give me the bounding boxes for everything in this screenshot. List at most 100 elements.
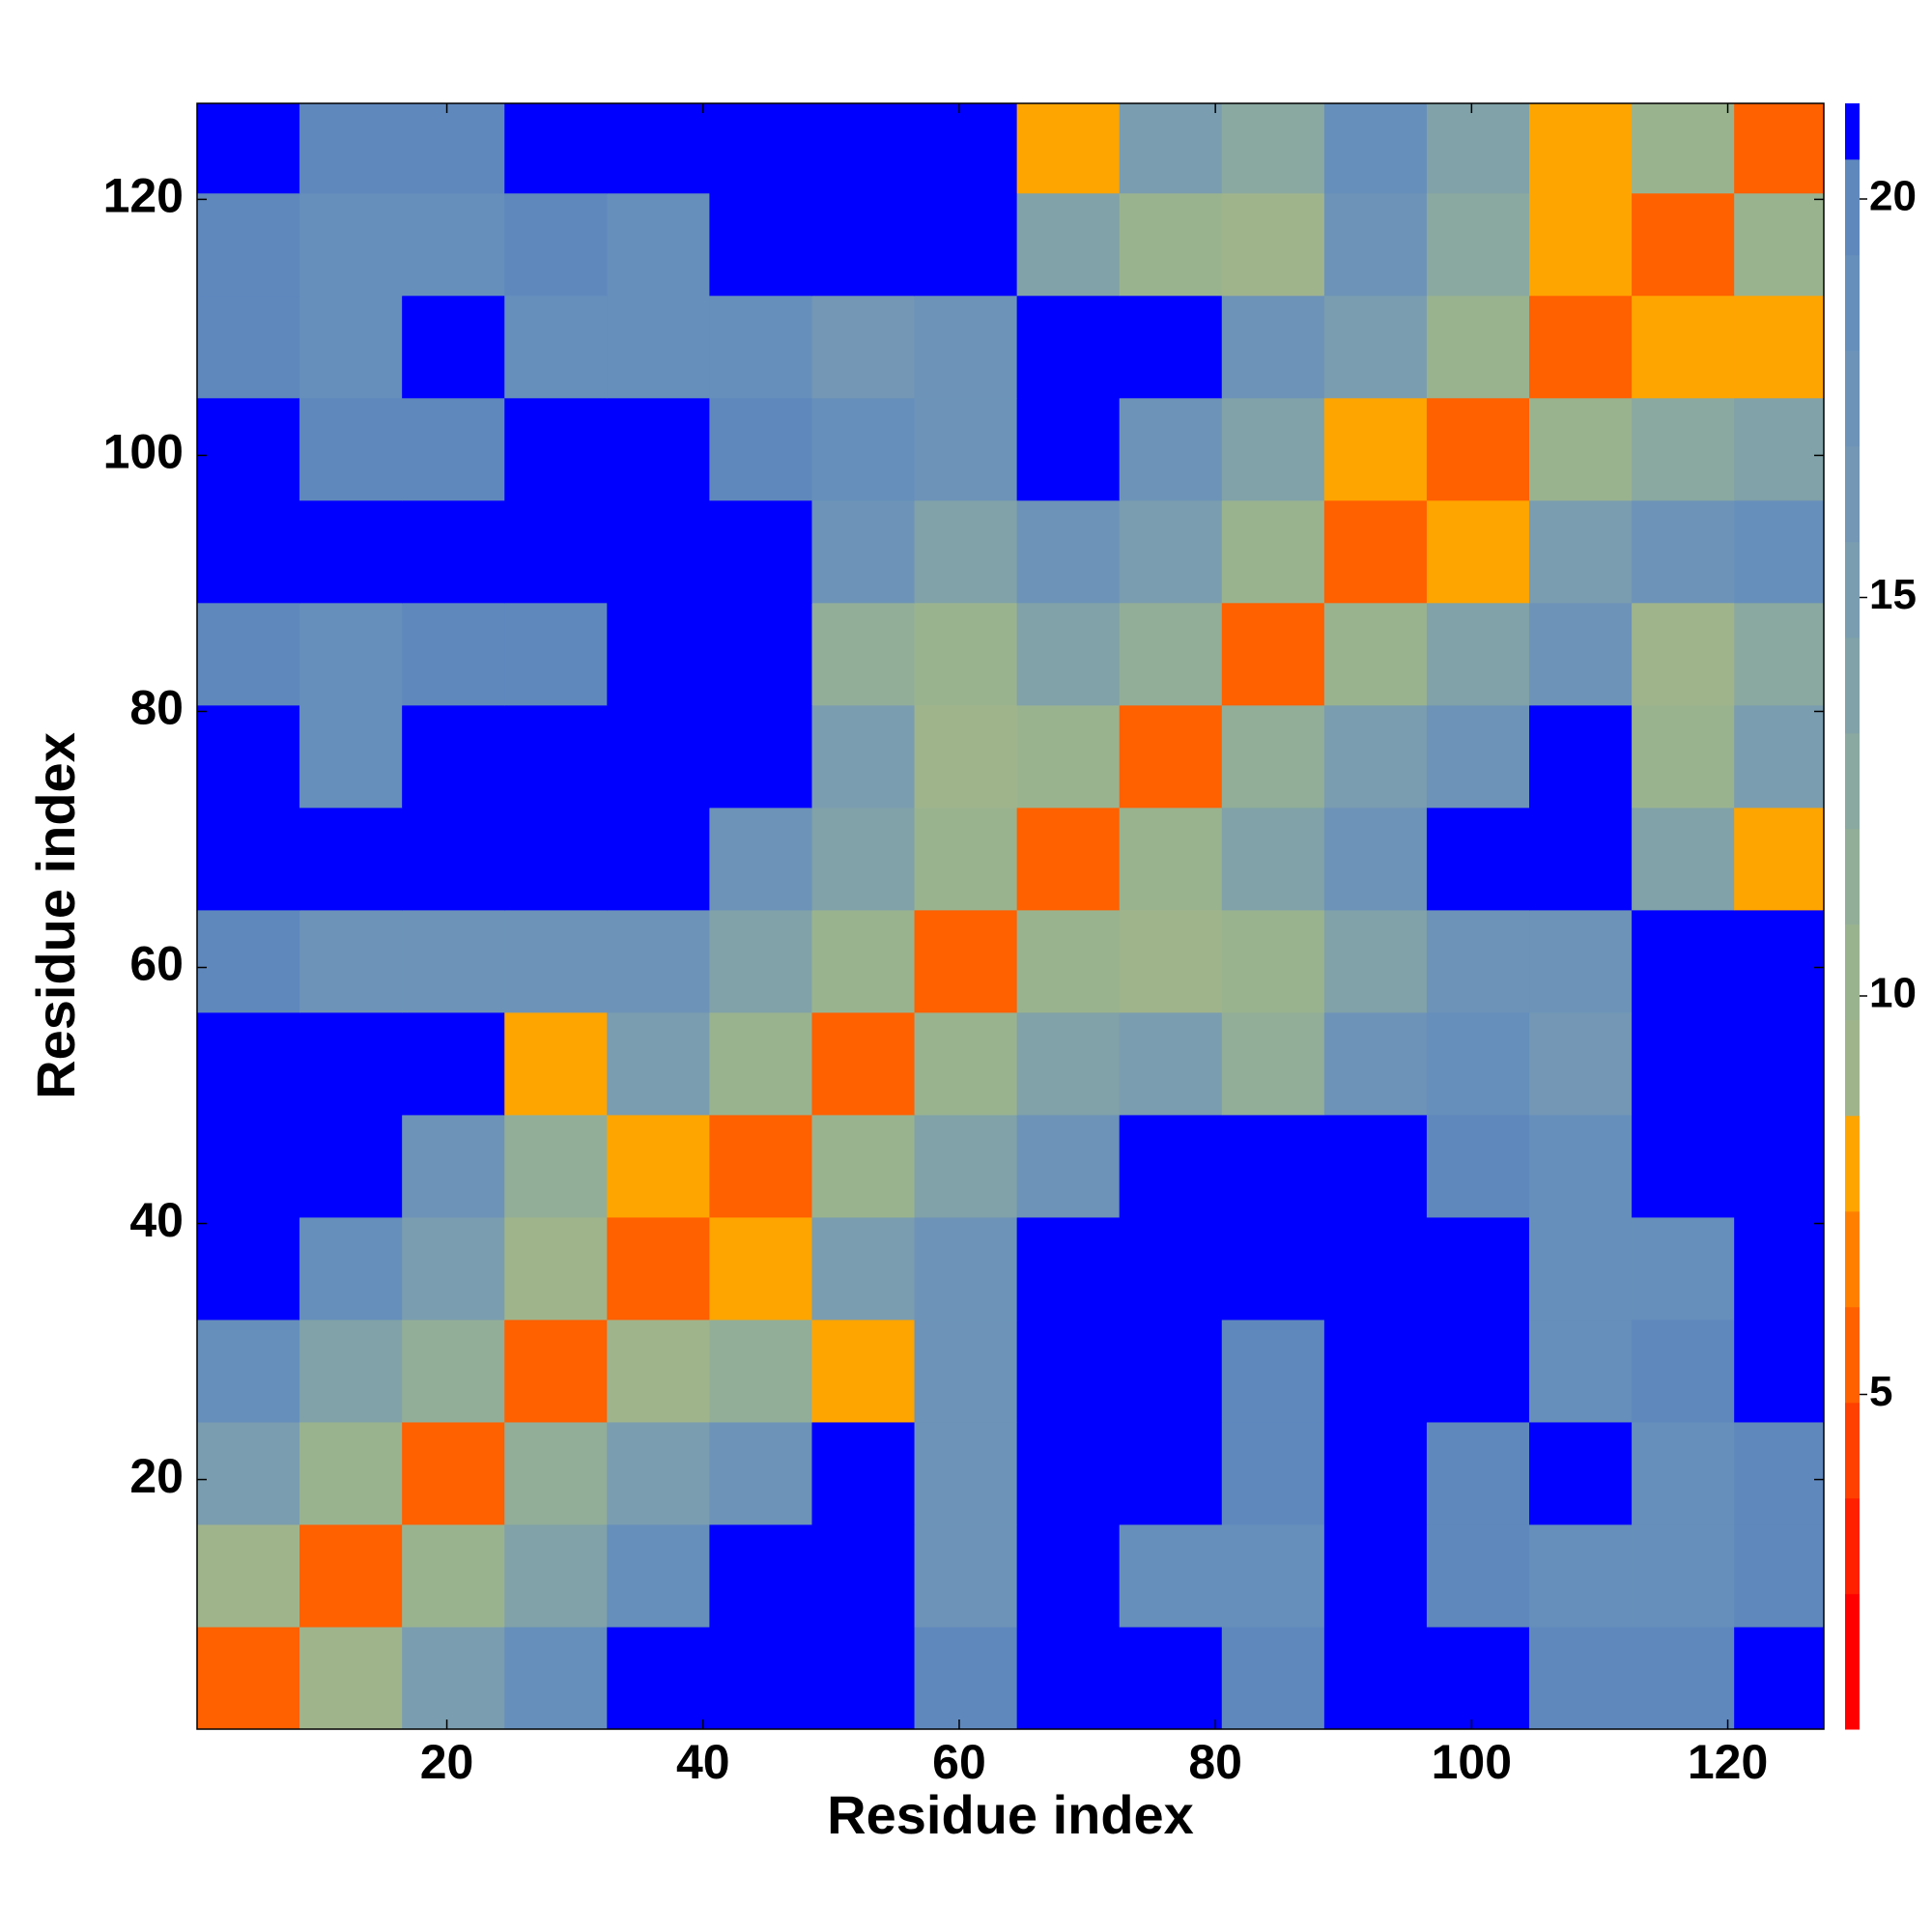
y-tick-label: 40 (129, 1193, 184, 1247)
heatmap-cell (1632, 1626, 1735, 1730)
heatmap-cell (1426, 807, 1530, 911)
heatmap-cell (1734, 1114, 1825, 1218)
heatmap-cell (811, 1216, 916, 1321)
heatmap-cell (811, 1114, 916, 1218)
heatmap-cell (1119, 1216, 1223, 1321)
x-tick-label: 40 (676, 1735, 730, 1789)
heatmap-cell (1734, 602, 1825, 706)
colorbar-band (1845, 1497, 1860, 1595)
x-tick-label: 100 (1432, 1735, 1512, 1789)
heatmap-cell (914, 1319, 1018, 1423)
heatmap-cell (1221, 192, 1325, 297)
heatmap-cell (197, 807, 300, 911)
heatmap-cell (1016, 103, 1121, 194)
heatmap-cell (1529, 909, 1633, 1013)
colorbar-band (1845, 158, 1860, 256)
heatmap-cell (1734, 704, 1825, 809)
colorbar-band (1845, 1019, 1860, 1117)
heatmap-cell (197, 1626, 300, 1730)
heatmap-cell (1016, 1216, 1121, 1321)
heatmap-cell (1529, 192, 1633, 297)
colorbar-band (1845, 254, 1860, 352)
heatmap-cell (607, 602, 710, 706)
heatmap-cell (811, 1011, 916, 1116)
heatmap-cell (914, 192, 1018, 297)
heatmap-cell (504, 704, 608, 809)
heatmap-cell (1632, 704, 1735, 809)
heatmap-cell (607, 295, 710, 399)
heatmap-cell (1016, 1421, 1121, 1525)
heatmap-cell (197, 103, 300, 194)
heatmap-cell (299, 909, 403, 1013)
heatmap-cell (197, 1421, 300, 1525)
heatmap-cell (1426, 1216, 1530, 1321)
heatmap-cell (1426, 1011, 1530, 1116)
heatmap-cell (607, 397, 710, 501)
heatmap-cell (1632, 1421, 1735, 1525)
heatmap-cell (402, 1626, 505, 1730)
heatmap-cell (914, 909, 1018, 1013)
heatmap-cell (299, 1114, 403, 1218)
heatmap-cell (607, 499, 710, 604)
heatmap-cell (1426, 909, 1530, 1013)
heatmap-cell (914, 807, 1018, 911)
heatmap-cell (709, 103, 812, 194)
heatmap-cell (1734, 1216, 1825, 1321)
heatmap-cell (709, 1421, 812, 1525)
heatmap-cell (504, 909, 608, 1013)
heatmap-cell (1119, 1319, 1223, 1423)
heatmap-cell (299, 397, 403, 501)
heatmap-cell (299, 1626, 403, 1730)
heatmap-cell (607, 1421, 710, 1525)
heatmap-cell (1119, 807, 1223, 911)
heatmap-cell (1529, 1626, 1633, 1730)
heatmap-cell (299, 602, 403, 706)
heatmap-cell (1016, 1011, 1121, 1116)
heatmap-cell (1016, 807, 1121, 911)
heatmap-cell (607, 704, 710, 809)
heatmap-cell (1119, 192, 1223, 297)
heatmap-cell (1632, 499, 1735, 604)
heatmap-cell (709, 1216, 812, 1321)
heatmap-cell (299, 1216, 403, 1321)
heatmap-cell (504, 499, 608, 604)
heatmap-cell (197, 1319, 300, 1423)
heatmap-cell (299, 1421, 403, 1525)
heatmap-cell (1529, 704, 1633, 809)
heatmap-cell (607, 807, 710, 911)
heatmap-cell (402, 1421, 505, 1525)
heatmap-cell (402, 192, 505, 297)
heatmap-cell (504, 602, 608, 706)
heatmap-cell (504, 192, 608, 297)
colorbar-band (1845, 1402, 1860, 1499)
heatmap-cell (1221, 602, 1325, 706)
heatmap-cell (1632, 807, 1735, 911)
heatmap-cell (299, 103, 403, 194)
colorbar-band (1845, 541, 1860, 639)
heatmap-cell (1016, 397, 1121, 501)
colorbar-band (1845, 1306, 1860, 1404)
heatmap-cell (1734, 499, 1825, 604)
x-tick-label: 80 (1188, 1735, 1242, 1789)
heatmap-cell (299, 295, 403, 399)
heatmap-cell (197, 397, 300, 501)
heatmap-cell (1016, 1319, 1121, 1423)
heatmap-cell (197, 704, 300, 809)
heatmap-cell (1632, 1114, 1735, 1218)
heatmap-cell (1426, 192, 1530, 297)
heatmap-cell (1221, 807, 1325, 911)
heatmap-cell (299, 1011, 403, 1116)
colorbar-tick-label: 5 (1869, 1368, 1892, 1415)
heatmap-cell (1734, 397, 1825, 501)
heatmap-cell (504, 1421, 608, 1525)
heatmap-cell (402, 499, 505, 604)
heatmap-cell (402, 1011, 505, 1116)
y-axis-label: Residue index (25, 732, 86, 1099)
heatmap-cell (607, 909, 710, 1013)
heatmap-cell (1632, 1216, 1735, 1321)
heatmap-cell (1734, 909, 1825, 1013)
heatmap-cell (914, 295, 1018, 399)
heatmap-cell (1323, 1114, 1428, 1218)
heatmap-cell (811, 1319, 916, 1423)
heatmap-cell (1734, 1319, 1825, 1423)
